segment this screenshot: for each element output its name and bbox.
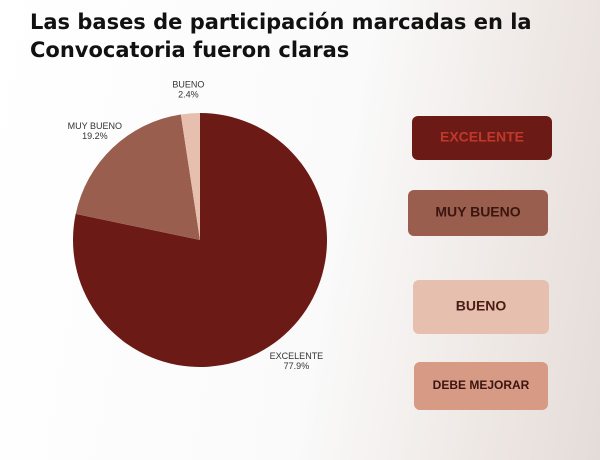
pie-slice (75, 114, 200, 240)
label-category: EXCELENTE (270, 351, 324, 361)
data-label: EXCELENTE 77.9% (270, 351, 324, 371)
label-value: 2.4% (178, 89, 199, 99)
label-value: 19.2% (82, 131, 108, 141)
data-label: MUY BUENO 19.2% (68, 121, 122, 141)
legend-label: MUY BUENO (435, 204, 520, 220)
legend-swatch (413, 280, 549, 334)
label-category: BUENO (172, 79, 204, 89)
data-label: BUENO 2.4% (172, 79, 204, 99)
pie-slice (180, 113, 200, 240)
legend-label: BUENO (456, 298, 507, 314)
pie-slice (73, 113, 328, 367)
legend-swatch (414, 362, 548, 410)
label-value: 77.9% (284, 361, 310, 371)
legend-swatch (408, 190, 548, 236)
chart-title: Las bases de participación marcadas en l… (30, 10, 532, 62)
label-category: MUY BUENO (68, 121, 122, 131)
legend-label: EXCELENTE (440, 129, 524, 145)
legend-swatch (412, 116, 552, 160)
legend-label: DEBE MEJORAR (433, 378, 530, 392)
